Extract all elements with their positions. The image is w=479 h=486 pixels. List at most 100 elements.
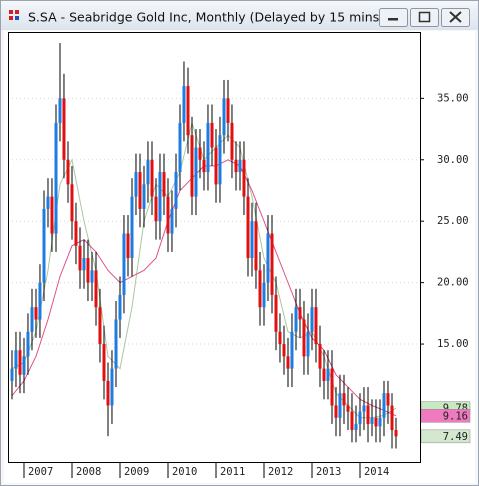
candle-body — [394, 430, 398, 437]
candle-body — [118, 294, 122, 320]
candle-body — [78, 245, 82, 271]
candle-body — [54, 122, 58, 234]
candle-body — [378, 417, 382, 427]
candle-body — [346, 405, 350, 412]
candle-body — [82, 258, 86, 271]
candle-body — [306, 331, 310, 357]
candle-body — [190, 135, 194, 197]
candle-body — [126, 233, 130, 259]
candle-body — [158, 172, 162, 222]
candle-body — [30, 307, 34, 332]
candle-body — [90, 270, 94, 283]
candle-body — [330, 368, 334, 406]
candle-body — [186, 86, 190, 136]
candle-body — [246, 196, 250, 259]
candle-body — [146, 159, 150, 185]
price-tag-label: 9.16 — [443, 410, 468, 422]
candle-body — [174, 172, 178, 209]
candle-body — [86, 258, 90, 283]
candle-body — [222, 98, 226, 136]
candle-body — [150, 159, 154, 197]
x-tick-label: 2008 — [76, 466, 101, 478]
candle-body — [262, 282, 266, 308]
candle-body — [218, 135, 222, 185]
candle-body — [282, 344, 286, 357]
candle-body — [390, 405, 394, 431]
candle-body — [294, 307, 298, 332]
x-tick-label: 2012 — [268, 466, 293, 478]
candle-body — [358, 411, 362, 424]
app-icon — [9, 10, 19, 20]
candle-body — [370, 417, 374, 424]
maximize-button[interactable] — [410, 8, 439, 27]
candle-body — [258, 270, 262, 308]
candle-body — [266, 233, 270, 283]
minimize-button[interactable] — [379, 8, 408, 27]
window-title: S.SA - Seabridge Gold Inc, Monthly (Dela… — [28, 10, 384, 25]
candle-body — [234, 159, 238, 173]
candle-body — [334, 405, 338, 418]
candle-body — [322, 368, 326, 381]
y-tick-label: 25.00 — [437, 215, 469, 227]
candle-body — [166, 196, 170, 234]
x-tick-label: 2014 — [364, 466, 389, 478]
candle-body — [66, 159, 70, 185]
candle-body — [310, 307, 314, 332]
x-tick-label: 2010 — [172, 466, 197, 478]
candle-body — [42, 208, 46, 283]
candle-body — [254, 221, 258, 271]
candle-body — [382, 393, 386, 418]
candle-body — [46, 196, 50, 209]
candle-body — [18, 350, 22, 375]
candle-body — [238, 159, 242, 173]
candle-body — [106, 380, 110, 406]
candle-body — [10, 368, 14, 381]
candle-body — [350, 411, 354, 431]
candle-body — [198, 147, 202, 160]
candle-body — [202, 159, 206, 173]
candle-body — [98, 307, 102, 345]
candle-body — [366, 405, 370, 424]
candle-body — [194, 147, 198, 197]
candle-body — [326, 368, 330, 381]
candle-body — [278, 331, 282, 345]
candle-body — [302, 319, 306, 357]
candle-body — [226, 98, 230, 123]
y-tick-label: 30.00 — [437, 154, 469, 166]
candle-body — [286, 356, 290, 369]
candle-body — [58, 98, 62, 123]
candle-body — [230, 122, 234, 160]
candle-body — [354, 423, 358, 431]
candle-body — [290, 331, 294, 369]
candle-body — [274, 294, 278, 332]
candle-body — [134, 172, 138, 197]
candle-body — [162, 172, 166, 197]
candle-body — [338, 393, 342, 418]
x-tick-label: 2009 — [124, 466, 149, 478]
candle-body — [26, 331, 30, 357]
candle-body — [138, 172, 142, 209]
candle-body — [50, 196, 54, 234]
candle-body — [34, 307, 38, 320]
candle-body — [242, 159, 246, 197]
y-tick-label: 20.00 — [437, 277, 469, 289]
x-tick-label: 2007 — [28, 466, 53, 478]
candle-body — [74, 221, 78, 246]
candle-body — [130, 196, 134, 259]
candle-body — [14, 350, 18, 369]
close-button[interactable] — [441, 8, 470, 27]
candle-body — [94, 270, 98, 308]
candle-body — [214, 147, 218, 185]
candle-body — [154, 196, 158, 222]
candle-body — [386, 393, 390, 406]
chart-area — [4, 31, 475, 483]
x-tick-label: 2011 — [220, 466, 245, 478]
price-tag-label: 7.49 — [443, 431, 468, 443]
candle-body — [38, 282, 42, 320]
candle-body — [114, 319, 118, 369]
candle-body — [182, 86, 186, 123]
candle-body — [70, 184, 74, 222]
plot-border — [8, 32, 421, 463]
candle-body — [362, 405, 366, 412]
